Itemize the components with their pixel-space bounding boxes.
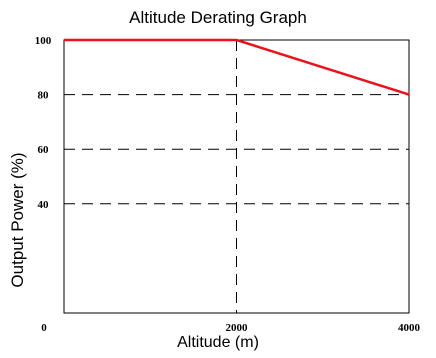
x-tick-label-4000: 4000 (398, 322, 421, 334)
series-group (64, 38, 410, 96)
y-tick-label-80: 80 (38, 90, 50, 102)
y-tick-labels: 40 60 80 100 (35, 35, 52, 211)
x-tick-label-2000: 2000 (226, 322, 249, 334)
x-tick-labels: 0 2000 4000 (41, 322, 420, 334)
series-line-0 (64, 38, 410, 96)
x-tick-label-0: 0 (41, 322, 47, 334)
y-tick-label-100: 100 (35, 35, 52, 47)
y-tick-label-40: 40 (38, 199, 50, 211)
y-tick-label-60: 60 (38, 144, 50, 156)
x-axis-label: Altitude (m) (177, 334, 259, 351)
grid-lines (64, 40, 409, 313)
chart-title: Altitude Derating Graph (129, 8, 307, 27)
